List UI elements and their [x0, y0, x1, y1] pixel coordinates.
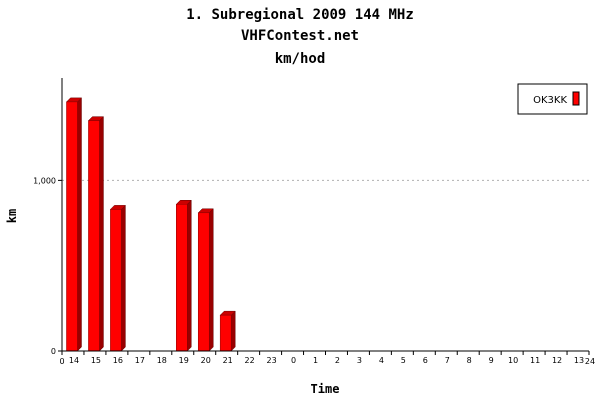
chart-subtitle-units: km/hod	[275, 51, 326, 67]
bar-side	[230, 310, 236, 352]
chart-title: 1. Subregional 2009 144 MHz	[186, 7, 414, 23]
bar-front	[219, 314, 232, 352]
x-tick-label: 7	[445, 356, 450, 365]
x-tick-label: 6	[423, 356, 428, 365]
x-tick-label: 9	[489, 356, 494, 365]
x-tick-label: 21	[223, 356, 233, 365]
x-tick-label-end: 24	[585, 357, 595, 366]
chart-subtitle: VHFContest.net	[241, 28, 359, 44]
bar-side	[77, 97, 82, 352]
legend-label: OK3KK	[533, 95, 567, 106]
x-tick-label-start: 0	[59, 357, 64, 366]
y-ticks-layer: 0 1,000	[33, 176, 62, 356]
x-tick-label: 0	[291, 356, 296, 365]
x-ticks-layer: 0 14 15 16 17 18 19 20 21 22 23 0 1 2 3 4 5 6 7 8 9 10 11 12 13 2…	[59, 351, 595, 366]
x-tick-label: 11	[530, 356, 540, 365]
x-tick-label: 22	[245, 356, 255, 365]
x-tick-label: 20	[201, 356, 211, 365]
y-tick-label: 0	[51, 347, 56, 356]
bar	[175, 199, 192, 352]
x-tick-label: 15	[91, 356, 101, 365]
legend: OK3KK	[517, 83, 588, 115]
bar-front	[197, 212, 210, 352]
x-tick-label: 12	[552, 356, 562, 365]
x-tick-label: 4	[379, 356, 384, 365]
bars-layer	[65, 97, 236, 352]
x-tick-label: 17	[135, 356, 145, 365]
bar	[197, 208, 214, 352]
x-tick-label: 16	[113, 356, 123, 365]
bar-front	[176, 204, 188, 352]
x-tick-label: 14	[69, 356, 79, 365]
legend-swatch	[572, 91, 580, 106]
x-tick-label: 3	[357, 356, 362, 365]
bar-side	[208, 208, 214, 352]
x-tick-label: 13	[574, 356, 584, 365]
legend-swatch-rect	[572, 91, 580, 106]
bar-front	[88, 120, 100, 352]
bar	[87, 116, 105, 352]
x-tick-label: 23	[267, 356, 277, 365]
x-tick-label: 19	[179, 356, 189, 365]
bar-side	[187, 199, 192, 352]
bar-side	[99, 116, 104, 352]
bar	[219, 310, 236, 352]
x-axis-label: Time	[311, 382, 340, 396]
x-tick-label: 18	[157, 356, 167, 365]
bar-front	[110, 209, 122, 352]
bar	[109, 204, 126, 352]
x-tick-label: 5	[401, 356, 406, 365]
bar-side	[121, 204, 126, 352]
bar	[65, 97, 83, 352]
x-tick-label: 1	[313, 356, 318, 365]
x-tick-label: 10	[508, 356, 518, 365]
y-tick-label: 1,000	[33, 176, 56, 185]
y-axis-label: km	[5, 209, 19, 223]
bar-front	[66, 101, 78, 352]
x-tick-label: 2	[335, 356, 340, 365]
x-tick-label: 8	[467, 356, 472, 365]
axes-layer	[61, 78, 589, 352]
